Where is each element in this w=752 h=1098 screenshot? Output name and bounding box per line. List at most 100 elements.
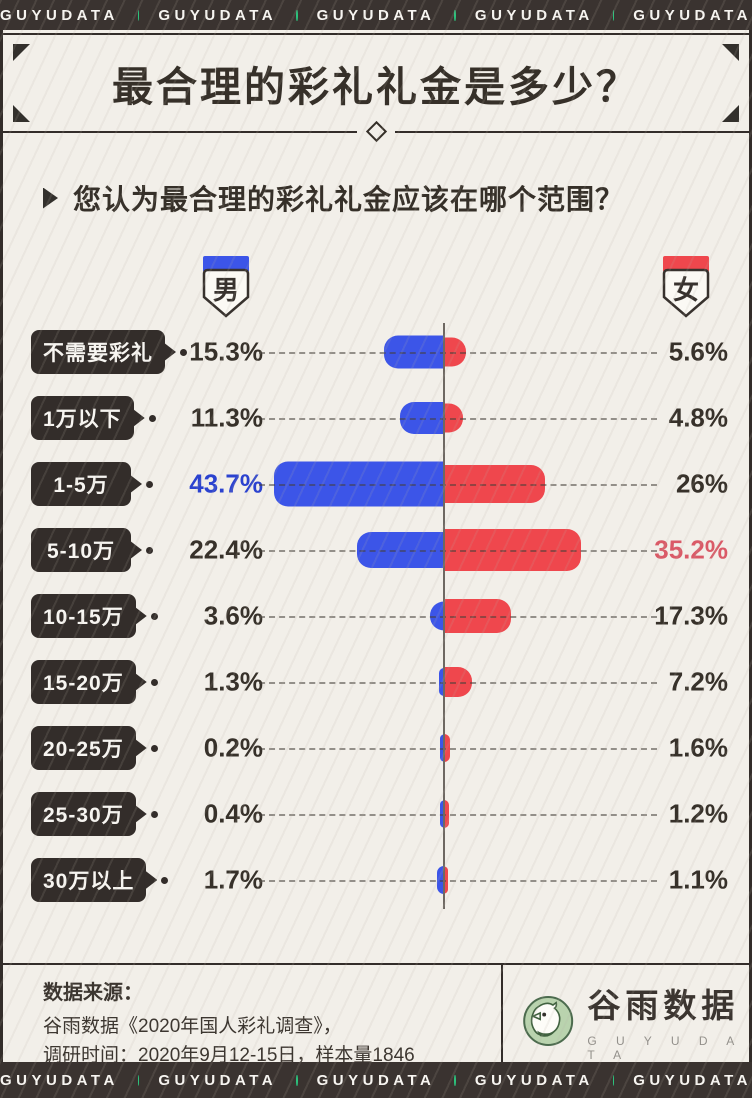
tag-dot-icon (146, 480, 153, 488)
tag-dot-icon (148, 414, 156, 422)
female-percent-label: 1.1% (668, 864, 728, 895)
male-percent-label: 0.4% (203, 798, 263, 829)
butterfly-chart: 不需要彩礼 15.3% 5.6% 1万以下 11.3% 4.8% 1-5万 43.7% 26% 5… (3, 319, 749, 915)
male-percent-label: 0.2% (203, 732, 263, 763)
category-tag: 5-10万 (31, 528, 153, 572)
brand-label: GUYUDATA (158, 1071, 278, 1089)
row-dashed-leader (259, 550, 657, 552)
brand-label: GUYUDATA (316, 6, 436, 24)
logo-text: 谷雨数据 G U Y U D A T A (587, 979, 752, 1062)
brand-label: GUYUDATA (474, 6, 594, 24)
tag-tip-icon (133, 672, 147, 692)
tag-dot-icon (180, 348, 187, 356)
tag-tip-icon (131, 408, 145, 428)
chart-row: 30万以上 1.7% 1.1% (3, 847, 749, 913)
category-label: 5-10万 (31, 528, 131, 572)
female-percent-label: 5.6% (668, 336, 728, 367)
brand-label: GUYUDATA (0, 1071, 119, 1089)
brand-label: GUYUDATA (633, 6, 752, 24)
green-dot-icon (296, 1074, 298, 1086)
source-line-1: 谷雨数据《2020年国人彩礼调查》， (43, 1016, 342, 1037)
row-dashed-leader (259, 418, 657, 420)
female-shield-icon: 女 (662, 256, 710, 318)
category-tag: 不需要彩礼 (31, 330, 187, 374)
chart-rows: 不需要彩礼 15.3% 5.6% 1万以下 11.3% 4.8% 1-5万 43.7% 26% 5… (3, 319, 749, 913)
legend-female-marker: 女 (658, 255, 714, 326)
page-title: 最合理的彩礼礼金是多少？ (112, 64, 640, 110)
category-label: 1-5万 (31, 462, 131, 506)
green-dot-icon (454, 1074, 456, 1086)
footer-divider (501, 965, 503, 1062)
green-dot-icon (454, 9, 456, 21)
brand-label: GUYUDATA (0, 6, 119, 24)
category-tag: 30万以上 (31, 858, 169, 902)
play-triangle-icon (43, 187, 58, 209)
male-shield-icon: 男 (202, 256, 250, 318)
category-label: 10-15万 (31, 594, 136, 638)
row-dashed-leader (259, 748, 657, 750)
row-dashed-leader (259, 880, 657, 882)
chart-row: 10-15万 3.6% 17.3% (3, 583, 749, 649)
tag-dot-icon (150, 678, 158, 686)
female-percent-label: 7.2% (668, 666, 728, 697)
male-percent-label: 22.4% (189, 534, 263, 565)
bird-logo-icon (523, 995, 574, 1046)
question-text: 您认为最合理的彩礼礼金应该在哪个范围？ (73, 184, 625, 215)
category-tag: 15-20万 (31, 660, 158, 704)
male-percent-label: 3.6% (203, 600, 263, 631)
tag-dot-icon (150, 810, 158, 818)
tag-tip-icon (129, 540, 142, 560)
female-percent-label: 4.8% (668, 402, 728, 433)
tag-tip-icon (133, 804, 147, 824)
guyudata-logo: 谷雨数据 G U Y U D A T A (521, 979, 752, 1062)
female-percent-label: 35.2% (654, 534, 728, 565)
corner-mark-bottom-right (722, 105, 739, 122)
tag-dot-icon (161, 876, 169, 884)
card-frame: 最合理的彩礼礼金是多少？ 您认为最合理的彩礼礼金应该在哪个范围？ 男 女 (0, 30, 752, 1066)
category-label: 15-20万 (31, 660, 136, 704)
category-tag: 25-30万 (31, 792, 158, 836)
corner-mark-bottom-left (13, 105, 30, 122)
chart-row: 15-20万 1.3% 7.2% (3, 649, 749, 715)
diamond-divider (357, 120, 395, 142)
category-label: 25-30万 (31, 792, 136, 836)
logo-cn: 谷雨数据 (587, 989, 740, 1025)
tag-dot-icon (150, 744, 158, 752)
male-percent-label: 15.3% (189, 336, 263, 367)
female-percent-label: 1.6% (668, 732, 728, 763)
footer: 数据来源： 谷雨数据《2020年国人彩礼调查》， 调研时间：2020年9月12-… (3, 963, 752, 1066)
data-source-block: 数据来源： 谷雨数据《2020年国人彩礼调查》， 调研时间：2020年9月12-… (43, 976, 415, 1070)
tag-dot-icon (150, 612, 158, 620)
green-dot-icon (296, 9, 298, 21)
category-tag: 1万以下 (31, 396, 156, 440)
tag-dot-icon (146, 546, 153, 554)
brand-label: GUYUDATA (633, 1071, 752, 1089)
legend-female-label: 女 (673, 275, 699, 305)
green-dot-icon (612, 9, 615, 21)
brand-label: GUYUDATA (474, 1071, 594, 1089)
green-dot-icon (137, 1074, 140, 1086)
source-title: 数据来源： (43, 982, 143, 1004)
chart-row: 不需要彩礼 15.3% 5.6% (3, 319, 749, 385)
diamond-icon (365, 120, 387, 142)
top-brand-bar: GUYUDATA GUYUDATA GUYUDATA GUYUDATA GUYUDATA (0, 0, 752, 30)
tag-tip-icon (133, 738, 147, 758)
source-line-2: 调研时间：2020年9月12-15日，样本量1846 (43, 1045, 415, 1066)
chart-row: 20-25万 0.2% 1.6% (3, 715, 749, 781)
female-percent-label: 26% (675, 468, 728, 499)
category-label: 1万以下 (31, 396, 134, 440)
corner-mark-top-left (13, 44, 30, 61)
center-axis-line (443, 323, 445, 909)
tag-tip-icon (129, 474, 142, 494)
female-percent-label: 17.3% (654, 600, 728, 631)
category-label: 30万以上 (31, 858, 147, 902)
chart-row: 1-5万 43.7% 26% (3, 451, 749, 517)
row-dashed-leader (259, 352, 657, 354)
category-tag: 20-25万 (31, 726, 158, 770)
row-dashed-leader (259, 484, 657, 486)
brand-label: GUYUDATA (316, 1071, 436, 1089)
chart-row: 25-30万 0.4% 1.2% (3, 781, 749, 847)
category-tag: 10-15万 (31, 594, 158, 638)
chart-row: 5-10万 22.4% 35.2% (3, 517, 749, 583)
